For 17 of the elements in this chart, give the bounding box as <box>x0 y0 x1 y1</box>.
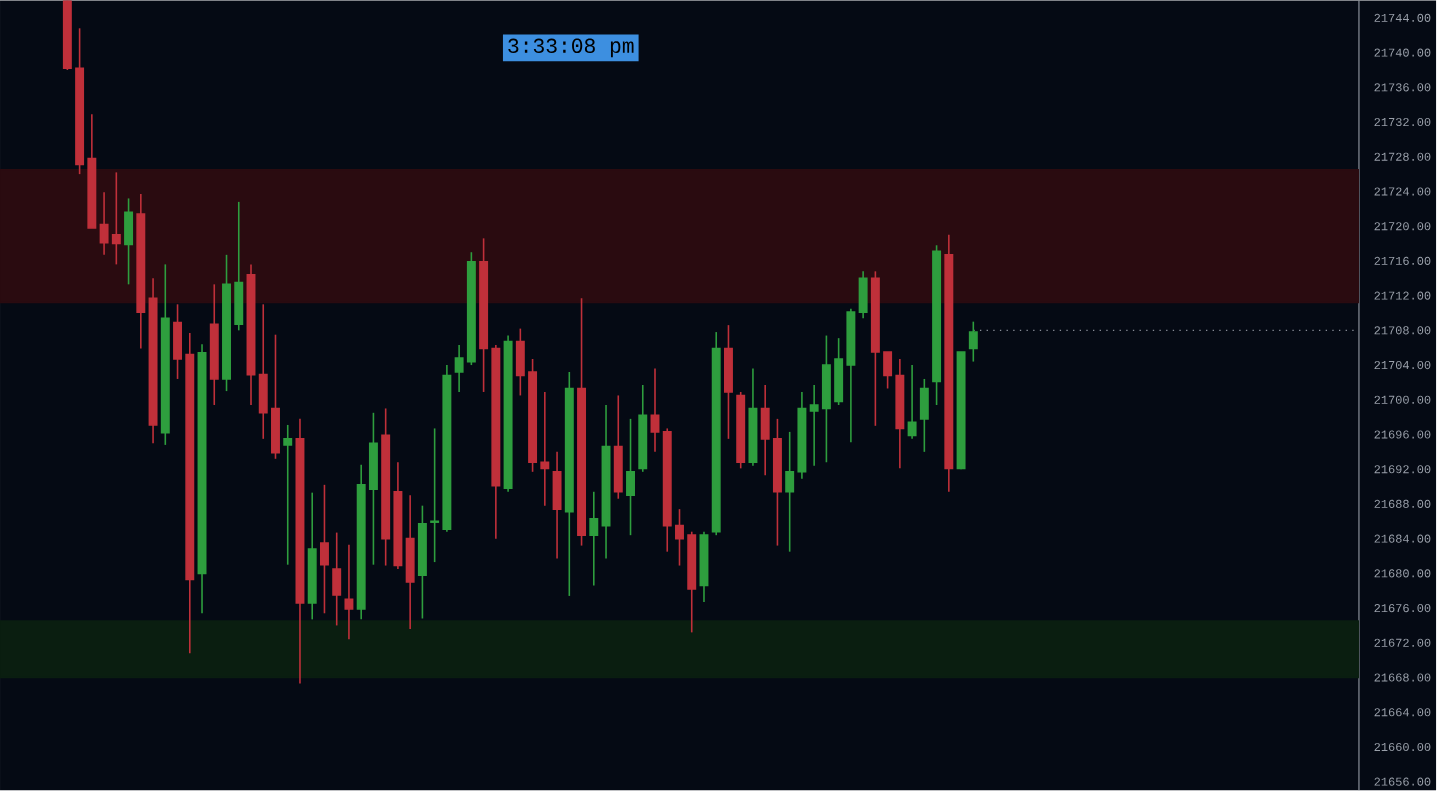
candlestick <box>858 270 868 319</box>
candlestick <box>552 450 562 560</box>
candlestick <box>613 394 623 500</box>
candlestick <box>723 324 733 440</box>
annotation: 3:33:08 pm <box>508 38 634 57</box>
candlestick <box>405 494 415 630</box>
candlestick <box>589 490 599 587</box>
candlestick <box>626 417 635 536</box>
candlestick <box>319 483 329 614</box>
candlestick <box>650 367 660 453</box>
candlestick <box>907 363 917 440</box>
candlestick <box>919 377 929 453</box>
candlestick <box>344 543 354 640</box>
candlestick <box>124 197 134 285</box>
candlestick <box>968 320 978 363</box>
candlestick <box>283 423 293 566</box>
candlestick <box>332 531 342 626</box>
